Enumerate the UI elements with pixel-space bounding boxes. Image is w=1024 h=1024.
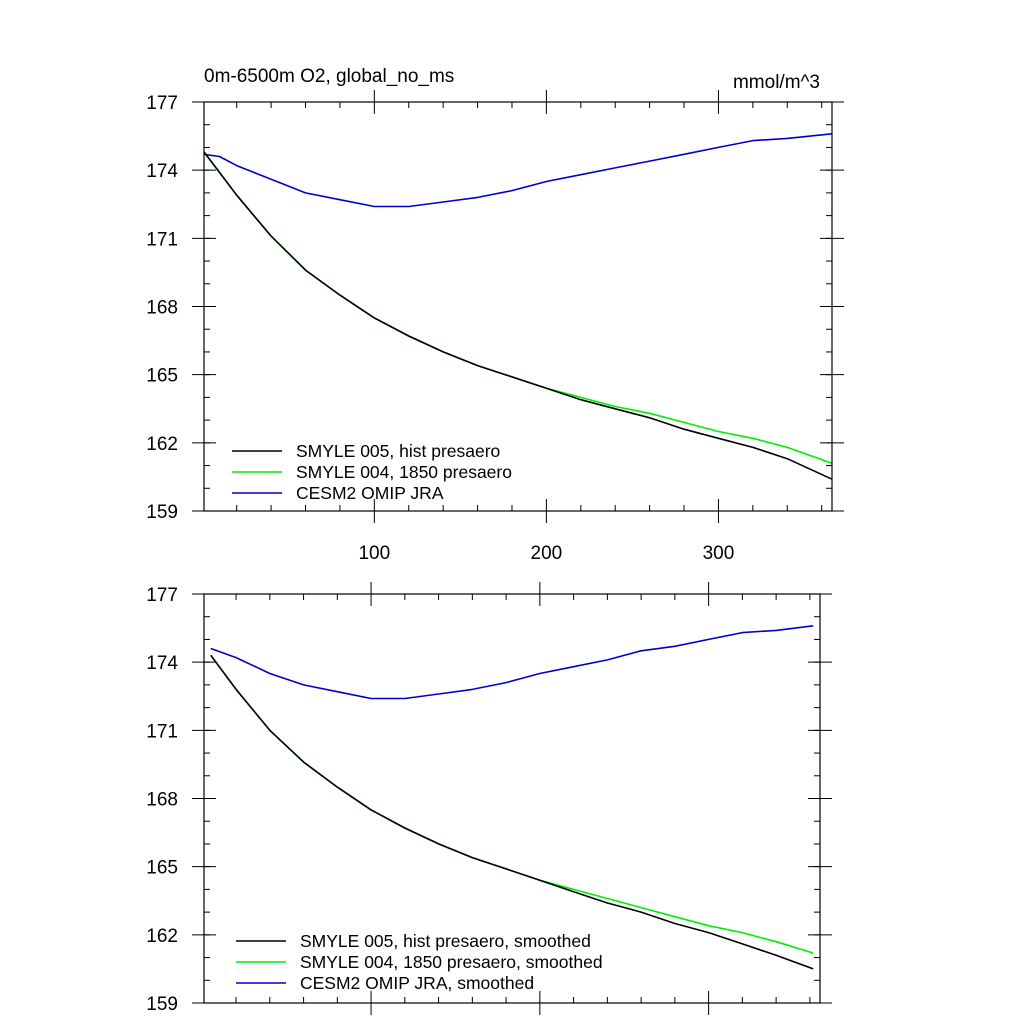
- y-tick-label: 174: [146, 653, 178, 674]
- y-tick-label: 165: [146, 366, 178, 387]
- x-tick-label: 300: [703, 543, 735, 564]
- y-tick-label: 168: [146, 790, 178, 811]
- top-panel: 0m-6500m O2, global_no_ms mmol/m^3 159 16…: [146, 66, 844, 564]
- y-tick-label: 162: [146, 926, 178, 947]
- series-line-2: [203, 133, 833, 208]
- x-tick-label: 100: [358, 543, 390, 564]
- y-tick-label: 177: [146, 93, 178, 114]
- series-line-0: [210, 654, 814, 970]
- legend-label-1: SMYLE 004, 1850 presaero, smoothed: [300, 952, 603, 972]
- top-panel-tick-labels: 159 162 165 168 171 174 177 100 200 300: [146, 93, 734, 564]
- bottom-panel-legend: SMYLE 005, hist presaero, smoothedSMYLE …: [236, 931, 603, 993]
- y-tick-label: 165: [146, 858, 178, 879]
- top-panel-series: [203, 133, 833, 480]
- top-panel-frame: [203, 101, 833, 512]
- y-tick-label: 171: [146, 721, 178, 742]
- y-tick-label: 159: [146, 994, 178, 1015]
- bottom-panel: 159 162 165 168 171 174 177 SMYLE 005, hist pr…: [146, 582, 832, 1015]
- y-tick-label: 174: [146, 161, 178, 182]
- top-panel-units: mmol/m^3: [733, 72, 820, 93]
- legend-label-0: SMYLE 005, hist presaero, smoothed: [300, 931, 591, 951]
- y-tick-label: 159: [146, 502, 178, 523]
- legend-label-0: SMYLE 005, hist presaero: [296, 441, 500, 461]
- x-tick-label: 200: [531, 543, 563, 564]
- y-tick-label: 171: [146, 229, 178, 250]
- y-tick-label: 162: [146, 434, 178, 455]
- legend-label-1: SMYLE 004, 1850 presaero: [296, 462, 512, 482]
- series-line-2: [210, 625, 814, 700]
- top-panel-title: 0m-6500m O2, global_no_ms: [204, 66, 454, 87]
- y-tick-label: 177: [146, 585, 178, 606]
- bottom-panel-series: [210, 625, 814, 970]
- bottom-panel-tick-labels: 159 162 165 168 171 174 177: [146, 585, 178, 1015]
- y-tick-label: 168: [146, 298, 178, 319]
- series-line-0: [203, 151, 833, 480]
- legend-label-2: CESM2 OMIP JRA: [296, 483, 444, 503]
- legend-label-2: CESM2 OMIP JRA, smoothed: [300, 973, 534, 993]
- bottom-panel-frame: [203, 593, 821, 1004]
